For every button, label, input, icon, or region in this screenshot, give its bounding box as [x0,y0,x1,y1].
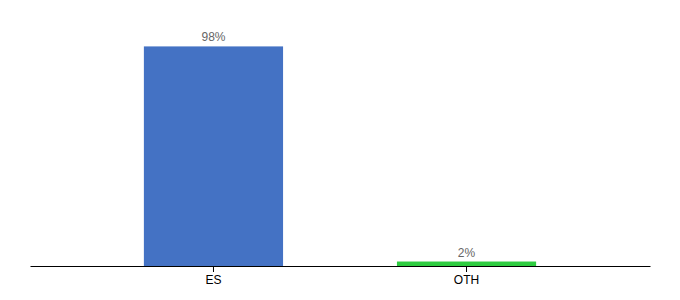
x-tick-mark [213,266,214,272]
x-tick: OTH [454,266,479,287]
x-tick-label: ES [205,273,221,287]
x-axis: ES OTH [31,266,651,287]
x-axis-line [31,266,651,267]
chart: 98% 2% ES OTH [0,0,680,300]
bar [397,262,536,266]
data-label: 98% [201,30,225,44]
data-label: 2% [458,246,476,260]
x-tick-label: OTH [454,273,479,287]
plot: 98% 2% ES OTH [31,30,651,286]
x-tick: ES [205,266,221,287]
bars [144,46,536,266]
data-labels: 98% 2% [201,30,475,259]
bar [144,46,283,266]
x-tick-mark [466,266,467,272]
